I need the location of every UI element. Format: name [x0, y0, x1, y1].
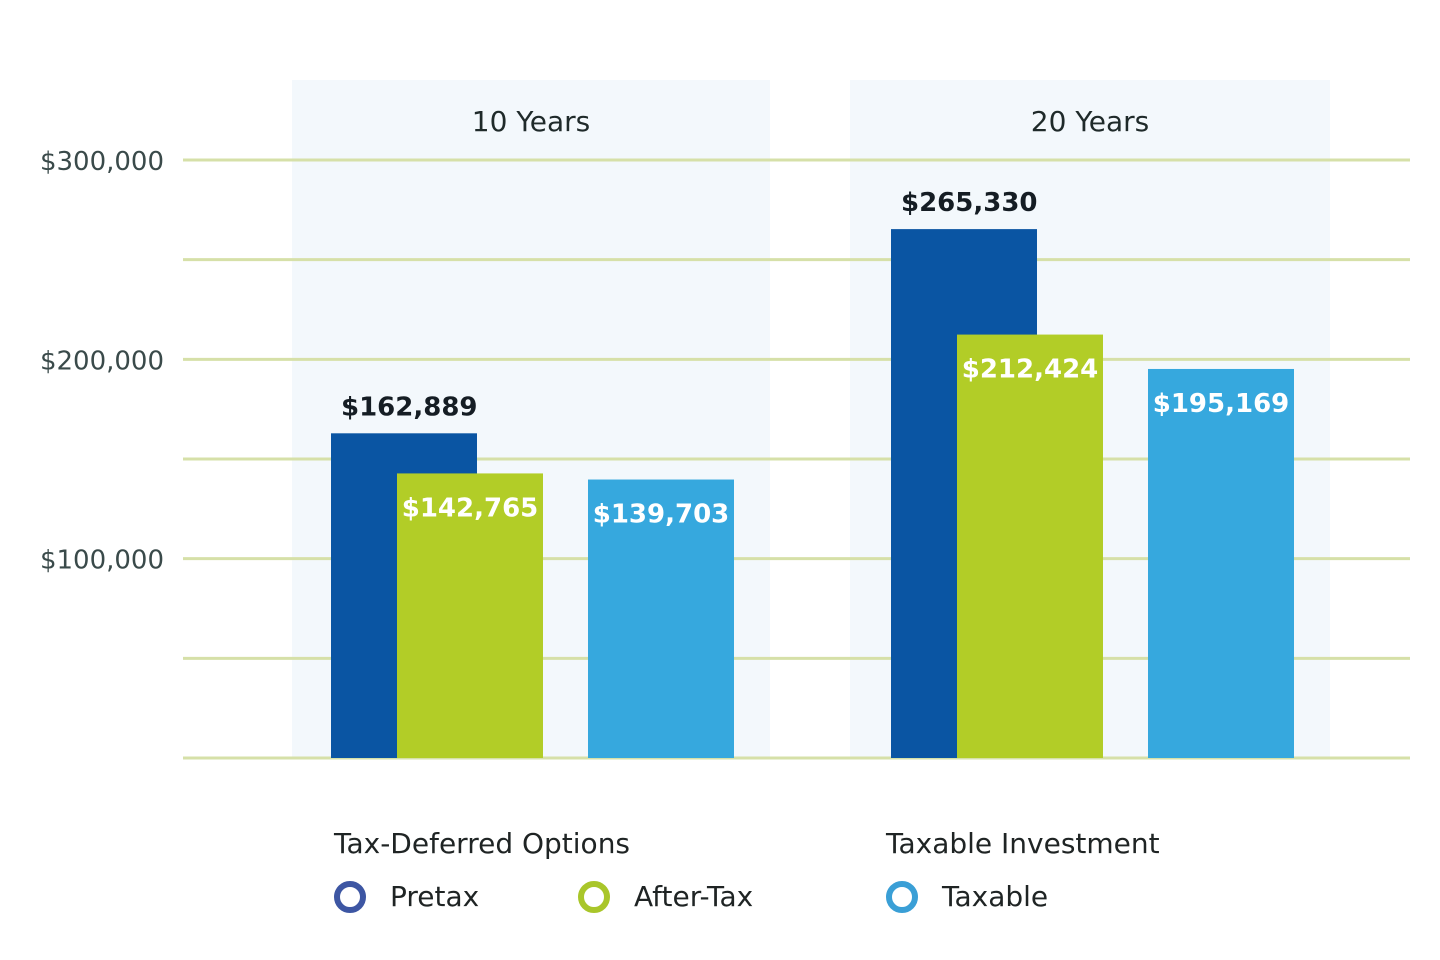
value-label-taxable: $195,169: [1153, 389, 1290, 419]
bar-taxable-1: [588, 479, 734, 758]
value-label-pretax: $265,330: [901, 188, 1038, 218]
group-title: 10 Years: [472, 105, 590, 138]
value-label-taxable: $139,703: [593, 500, 730, 530]
group-title: 20 Years: [1031, 105, 1149, 138]
value-label-after-tax: $142,765: [402, 493, 539, 523]
pretax-circle-icon: [334, 880, 366, 913]
legend-item-after-tax: After-Tax: [578, 880, 753, 913]
bars: [331, 229, 1294, 758]
data-labels: $162,889 $142,765 $139,703 $265,330 $212,424…: [341, 188, 1289, 529]
y-tick-label: $100,000: [40, 546, 164, 576]
y-tick-label: $200,000: [40, 346, 164, 376]
legend-tax-deferred: Tax-Deferred Options Pretax After-Tax: [334, 826, 753, 913]
legend-item-taxable: Taxable: [886, 880, 1048, 913]
legend-label: After-Tax: [634, 880, 754, 913]
legend-group-title: Tax-Deferred Options: [334, 827, 631, 860]
after-tax-circle-icon: [578, 880, 610, 913]
value-label-pretax: $162,889: [341, 392, 478, 422]
taxable-circle-icon: [886, 880, 918, 913]
bar-after-tax-2: [957, 334, 1103, 758]
legend-item-pretax: Pretax: [334, 880, 578, 913]
bar-after-tax-1: [397, 473, 543, 758]
y-axis-ticks: $100,000 $200,000 $300,000: [40, 147, 164, 576]
group-titles: 10 Years 20 Years: [472, 105, 1149, 138]
value-label-after-tax: $212,424: [962, 355, 1099, 385]
y-tick-label: $300,000: [40, 147, 164, 177]
legend-taxable-investment: Taxable Investment Taxable: [886, 826, 1160, 913]
legend-label: Pretax: [390, 880, 480, 913]
legend-label: Taxable: [942, 880, 1049, 913]
bar-taxable-2: [1148, 368, 1294, 758]
legend-group-title: Taxable Investment: [886, 827, 1160, 860]
